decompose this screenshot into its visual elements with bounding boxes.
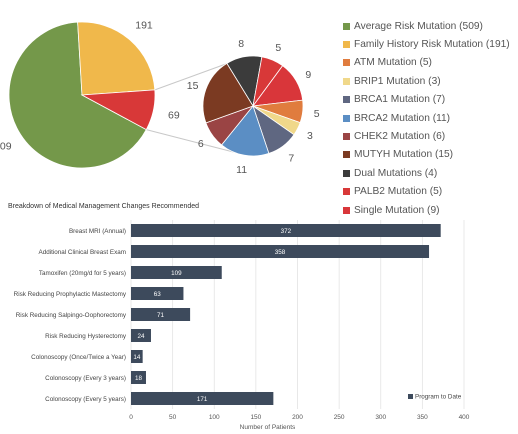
x-tick-label: 350 [417, 414, 428, 421]
category-label: Tamoxifen (20mg/d for 5 years) [39, 270, 126, 277]
legend-label: Single Mutation (9) [354, 204, 440, 216]
bar-value-label: 63 [154, 291, 162, 298]
connector-line-bottom [146, 129, 246, 156]
sub-pie-label-5: 7 [288, 152, 294, 164]
legend-item: BRCA2 Mutation (11) [343, 109, 510, 127]
category-label: Risk Reducing Hysterectomy [45, 333, 127, 340]
sub-pie-label-2: 9 [305, 69, 311, 81]
legend-swatch [343, 41, 350, 49]
bar [131, 245, 430, 258]
legend-swatch [343, 22, 350, 30]
legend-item: MUTYH Mutation (15) [343, 146, 510, 164]
legend-swatch [343, 151, 350, 159]
sub-pie-slice-8 [202, 62, 254, 124]
legend-swatch [343, 114, 350, 122]
category-label: Colonoscopy (Once/Twice a Year) [31, 354, 126, 361]
x-tick-label: 200 [292, 414, 303, 421]
bar [131, 266, 222, 279]
bar-value-label: 109 [171, 270, 182, 277]
x-tick-label: 100 [209, 414, 220, 421]
bar-chart-title: Breakdown of Medical Management Changes … [8, 203, 200, 210]
legend-label: ATM Mutation (5) [354, 57, 432, 69]
legend-label: CHEK2 Mutation (6) [354, 131, 446, 143]
bar-value-label: 71 [157, 312, 165, 319]
legend-label: Family History Risk Mutation (191) [354, 39, 510, 51]
legend-label: BRCA1 Mutation (7) [354, 94, 446, 106]
bar-value-label: 24 [137, 333, 145, 340]
sub-pie-label-8: 15 [187, 80, 199, 92]
main-pie-label-509: 509 [0, 141, 12, 153]
bar-value-label: 372 [281, 228, 292, 235]
main-pie-label-191: 191 [135, 19, 153, 31]
main-pie-slice-69 [80, 89, 156, 131]
bar-value-label: 358 [275, 249, 286, 256]
legend-item: PALB2 Mutation (5) [343, 183, 510, 201]
bar-legend-label: Program to Date [415, 394, 462, 401]
sub-pie-label-6: 11 [236, 164, 247, 176]
legend-item: CHEK2 Mutation (6) [343, 127, 510, 145]
mutation-pie-chart: 5091916985953711615 [0, 19, 320, 176]
sub-pie-label-4: 3 [307, 130, 313, 142]
legend-swatch [343, 133, 350, 141]
bar-value-label: 171 [197, 396, 208, 403]
bar [131, 350, 143, 363]
legend-item: BRIP1 Mutation (3) [343, 72, 510, 90]
main-pie-label-69: 69 [168, 110, 180, 122]
legend-swatch [343, 169, 350, 177]
category-label: Breast MRI (Annual) [69, 228, 126, 235]
sub-pie-label-3: 5 [314, 108, 320, 120]
bar [131, 371, 146, 384]
x-tick-label: 150 [250, 414, 261, 421]
x-tick-label: 400 [459, 414, 470, 421]
bar-value-label: 14 [133, 354, 141, 361]
x-tick-label: 50 [169, 414, 177, 421]
bar [131, 329, 151, 342]
legend-swatch [343, 77, 350, 85]
bar [131, 308, 191, 321]
management-bar-chart: 0 50 100 150 200 250 300 350 400 Breast MRI (Annu… [14, 220, 470, 431]
legend-label: MUTYH Mutation (15) [354, 149, 454, 161]
legend-swatch [343, 96, 350, 104]
sub-pie-label-0: 8 [238, 38, 244, 50]
x-axis-label: Number of Patients [240, 424, 296, 431]
sub-pie-slice-6 [221, 105, 270, 157]
x-tick-label: 300 [375, 414, 386, 421]
x-tick-label: 250 [334, 414, 345, 421]
legend-item: Family History Risk Mutation (191) [343, 35, 510, 53]
legend-label: BRIP1 Mutation (3) [354, 75, 441, 87]
category-label: Colonoscopy (Every 3 years) [45, 375, 126, 382]
legend-item: BRCA1 Mutation (7) [343, 91, 510, 109]
main-pie-slice-509 [8, 21, 147, 169]
legend-label: PALB2 Mutation (5) [354, 186, 443, 198]
bar-value-label: 18 [135, 375, 143, 382]
legend-item: Dual Mutations (4) [343, 164, 510, 182]
category-label: Additional Clinical Breast Exam [39, 249, 127, 256]
bar-legend-swatch [408, 394, 413, 399]
x-tick-label: 0 [129, 414, 133, 421]
sub-pie-label-7: 6 [198, 138, 204, 150]
main-pie-slice-191 [77, 21, 156, 96]
category-label: Risk Reducing Prophylactic Mastectomy [14, 291, 127, 298]
legend-swatch [343, 206, 350, 214]
category-label: Risk Reducing Salpingo-Oophorectomy [16, 312, 127, 319]
legend-label: BRCA2 Mutation (11) [354, 112, 451, 124]
legend-item: Average Risk Mutation (509) [343, 17, 510, 35]
legend-swatch [343, 188, 350, 196]
sub-pie-label-1: 5 [275, 42, 281, 54]
legend-item: ATM Mutation (5) [343, 54, 510, 72]
bar [131, 224, 441, 237]
category-label: Colonoscopy (Every 5 years) [45, 396, 126, 403]
legend-label: Average Risk Mutation (509) [354, 20, 483, 32]
legend-item: Single Mutation (9) [343, 201, 510, 219]
legend-label: Dual Mutations (4) [354, 167, 438, 179]
bar [131, 287, 184, 300]
legend-swatch [343, 59, 350, 67]
bar [131, 392, 274, 405]
mutation-legend: Average Risk Mutation (509) Family Histor… [343, 17, 510, 219]
